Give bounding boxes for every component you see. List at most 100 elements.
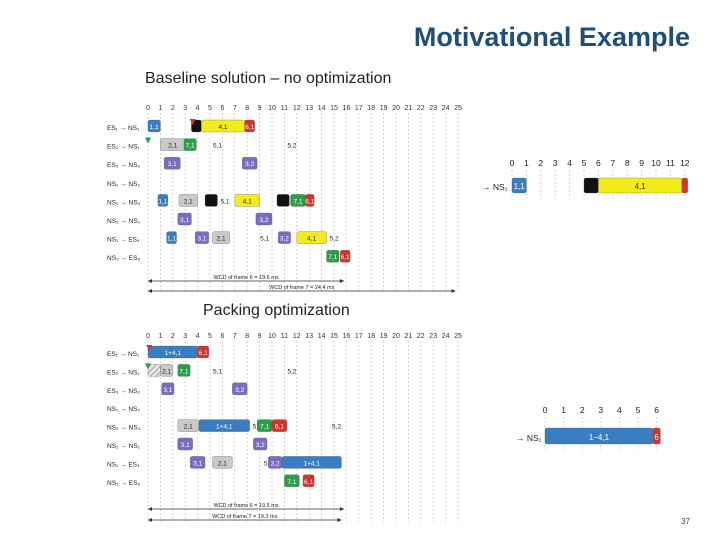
baseline-tick-label: 14 <box>318 105 326 112</box>
baseline-bar-gray <box>212 231 230 244</box>
baseline-tick-label: 9 <box>258 105 262 112</box>
zoom-baseline-tick-label: 6 <box>596 158 601 168</box>
zoom-packing-tick-label: 3 <box>598 405 603 415</box>
packing-tick-label: 5 <box>208 333 212 340</box>
packing-bar-label: 6,1 <box>275 424 284 431</box>
baseline-row-label: NS₁ → ES₄ <box>107 237 140 244</box>
packing-bar-label: 5,2 <box>287 368 296 375</box>
baseline-bar-purple <box>242 157 258 170</box>
baseline-bar-label: 6,1 <box>245 124 254 131</box>
packing-tick-label: 3 <box>183 333 187 340</box>
zoom-baseline-tick-label: 8 <box>625 158 630 168</box>
baseline-tick-label: 13 <box>305 105 313 112</box>
baseline-tick-label: 1 <box>158 105 162 112</box>
baseline-schedule: 0 1 2 3 4 5 6 7 8 9 10 11 12 13 14 15 16 17 18 19 20 21 22 23 24… <box>107 105 462 293</box>
baseline-row-label: NS₂ → NS₃ <box>107 199 141 206</box>
packing-bar-label: 3,1 <box>193 460 202 467</box>
zoom-baseline-row-label: → NS₁ <box>482 182 508 192</box>
packing-bar-green <box>284 474 300 487</box>
packing-tick-label: 17 <box>355 333 363 340</box>
baseline-bar-label: 3,2 <box>245 161 254 168</box>
packing-tick-label: 24 <box>442 333 450 340</box>
packing-row-label: NS₁ → NS₂ <box>107 406 140 413</box>
baseline-bar-label: 7,1 <box>186 143 195 150</box>
zoom-packing-row-label: → NS₁ <box>516 433 542 443</box>
baseline-row-label: NS₃ → NS₁ <box>107 218 141 225</box>
baseline-wcd-label: WCD of frame 6 = 19.6 ms <box>213 275 279 281</box>
baseline-bar-purple <box>278 231 291 244</box>
baseline-tick-label: 8 <box>245 105 249 112</box>
zoom-baseline-tick-label: 4 <box>567 158 572 168</box>
packing-tick-label: 10 <box>268 333 276 340</box>
baseline-tick-label: 22 <box>417 105 425 112</box>
baseline-bar-label: 4,1 <box>218 124 227 131</box>
packing-row-label: ES₃ → NS₂ <box>107 388 140 395</box>
zoom-packing-tick-label: 0 <box>543 405 548 415</box>
zoom-packing-tick-label: 4 <box>617 405 622 415</box>
baseline-bar-label: 2,1 <box>168 143 177 150</box>
packing-tick-label: 15 <box>330 333 338 340</box>
baseline-bar-purple <box>194 231 209 244</box>
baseline-tick-label: 3 <box>183 105 187 112</box>
packing-bar-label: 1+4,1 <box>165 350 182 357</box>
baseline-tick-label: 4 <box>196 105 200 112</box>
baseline-bar-black <box>204 194 218 207</box>
packing-bar-label: 1+4,1 <box>303 460 320 467</box>
packing-row-label: ES₂ → NS₁ <box>107 369 140 376</box>
packing-bar-purple <box>190 456 206 469</box>
packing-bar-purple <box>232 382 248 395</box>
packing-bar-purple <box>253 437 268 451</box>
packing-row-label: ES₁ → NS₁ <box>107 351 140 358</box>
baseline-row-label: ES₃ → NS₂ <box>107 162 140 169</box>
packing-tick-label: 19 <box>380 333 388 340</box>
packing-tick-label: 7 <box>233 333 237 340</box>
baseline-bar-purple <box>163 157 181 170</box>
packing-row-label: NS₂ → NS₃ <box>107 425 141 432</box>
baseline-bar-label: 1,1 <box>167 236 176 243</box>
baseline-tick-label: 11 <box>281 105 288 112</box>
baseline-bar-label: 1,1 <box>150 124 159 131</box>
packing-tick-label: 6 <box>220 333 224 340</box>
baseline-tick-label: 16 <box>343 105 351 112</box>
baseline-row-label: ES₂ → NS₁ <box>107 144 140 151</box>
packing-bar-label: 6,1 <box>199 350 208 357</box>
packing-tick-label: 16 <box>343 333 351 340</box>
baseline-bar-label: 5,1 <box>213 143 222 150</box>
packing-bar-label: 2,1 <box>184 424 193 431</box>
packing-row-label: NS₁ → ES₄ <box>107 461 140 468</box>
zoom-baseline-bar-blue <box>511 177 527 194</box>
packing-tick-label: 0 <box>146 333 150 340</box>
baseline-wcd-label: WCD of frame 7 = 24.4 ms <box>269 285 335 291</box>
baseline-bar-label: 3,1 <box>180 217 189 224</box>
zoom-packing-bar-label: 6 <box>654 433 659 442</box>
baseline-row-label: NS₁ → NS₂ <box>107 181 140 188</box>
packing-bar-gray <box>160 364 173 377</box>
packing-tick-label: 2 <box>171 333 175 340</box>
zoom-packing-bar-red <box>652 427 661 445</box>
baseline-bar-blue <box>166 231 177 244</box>
packing-tick-label: 18 <box>367 333 375 340</box>
packing-row-label: NS₂ → NS₁ <box>107 443 141 450</box>
packing-bar-label: 3,1 <box>181 442 190 449</box>
packing-bar-label: 5,1 <box>213 368 222 375</box>
baseline-bar-label: 7,1 <box>294 198 303 205</box>
packing-tick-label: 13 <box>305 333 313 340</box>
zoom-baseline-tick-label: 11 <box>666 158 675 168</box>
baseline-bar-label: 5,1 <box>260 236 269 243</box>
baseline-bar-label: 5,2 <box>330 236 339 243</box>
baseline-bar-label: 7,1 <box>328 254 337 261</box>
packing-bar-label: 2,1 <box>218 460 227 467</box>
packing-tick-label: 21 <box>405 333 413 340</box>
packing-bar-label: 3,2 <box>271 460 280 467</box>
baseline-bar-label: 6,1 <box>341 254 350 261</box>
zoom-packing: 0 1 2 3 4 5 6 → NS₁ 1−4,1 6 <box>516 405 661 450</box>
baseline-bar-yellow <box>296 231 327 244</box>
packing-bar-label: 7,1 <box>260 424 269 431</box>
baseline-bar-label: 3,2 <box>259 217 268 224</box>
zoom-baseline-tick-label: 10 <box>651 158 661 168</box>
baseline-deadline-marker <box>189 119 196 125</box>
packing-bar-purple <box>177 437 193 451</box>
packing-bar-label: 7,1 <box>179 368 188 375</box>
packing-bar-label: 1+4,1 <box>216 424 233 431</box>
packing-bar-label: 3,1 <box>163 387 172 394</box>
